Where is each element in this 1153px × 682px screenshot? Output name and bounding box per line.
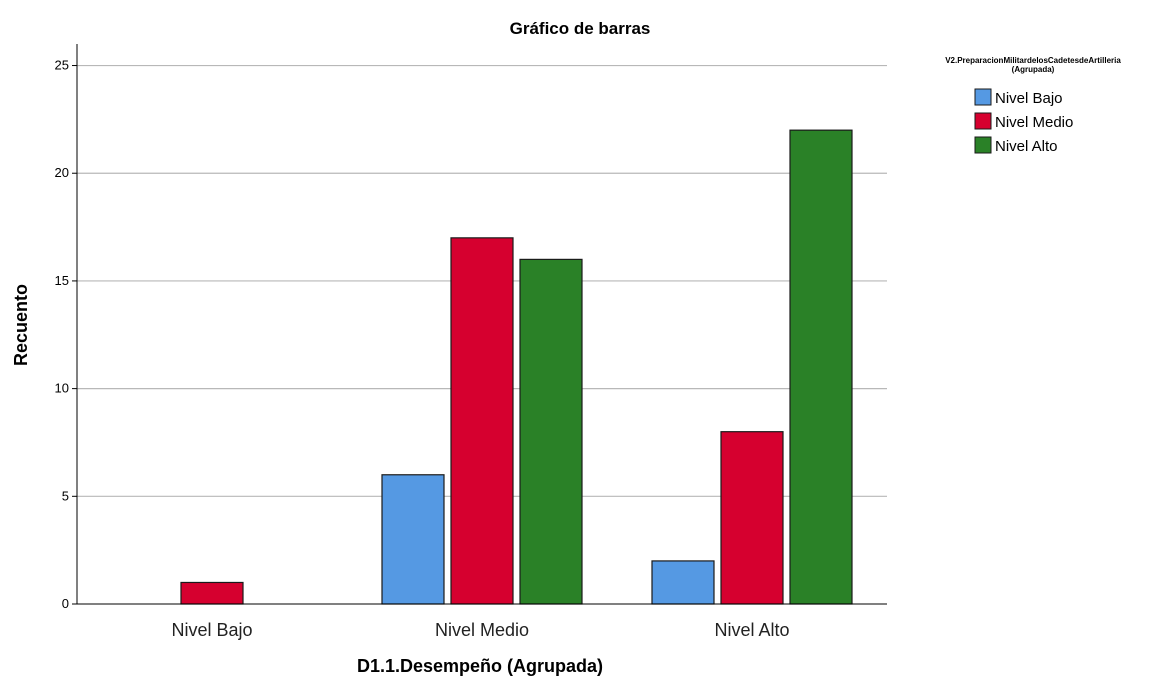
- legend-swatch: [974, 112, 992, 130]
- bar: [651, 560, 715, 605]
- legend-title-line1: V2.PreparacionMilitardelosCadetesdeArtil…: [945, 56, 1121, 65]
- y-tick-label: 10: [55, 381, 69, 396]
- bar: [789, 129, 853, 605]
- y-tick-label: 5: [62, 488, 69, 503]
- bar: [180, 581, 244, 605]
- legend-label: Nivel Alto: [995, 138, 1058, 155]
- bar: [519, 258, 583, 605]
- x-tick-label: Nivel Alto: [714, 620, 789, 640]
- legend-swatch: [974, 88, 992, 106]
- legend: V2.PreparacionMilitardelosCadetesdeArtil…: [945, 56, 1121, 155]
- y-axis-label: Recuento: [11, 284, 31, 366]
- x-axis-label: D1.1.Desempeño (Agrupada): [357, 656, 603, 676]
- y-tick-label: 20: [55, 165, 69, 180]
- y-tick-label: 0: [62, 596, 69, 611]
- bar: [450, 237, 514, 605]
- legend-items: Nivel Bajo Nivel Medio Nivel Alto: [974, 88, 1073, 155]
- legend-label: Nivel Medio: [995, 114, 1073, 131]
- x-tick-label: Nivel Bajo: [171, 620, 252, 640]
- bar: [720, 431, 784, 605]
- y-tick-label: 15: [55, 273, 69, 288]
- bar: [381, 474, 445, 605]
- legend-title-line2: (Agrupada): [1012, 65, 1055, 74]
- bars: [180, 129, 853, 605]
- x-tick-labels: Nivel Bajo Nivel Medio Nivel Alto: [171, 620, 789, 640]
- legend-label: Nivel Bajo: [995, 90, 1063, 107]
- y-tick-label: 25: [55, 58, 69, 73]
- legend-swatch: [974, 136, 992, 154]
- x-tick-label: Nivel Medio: [435, 620, 529, 640]
- y-tick-labels: 0 5 10 15 20 25: [55, 58, 77, 611]
- chart-title: Gráfico de barras: [510, 19, 651, 38]
